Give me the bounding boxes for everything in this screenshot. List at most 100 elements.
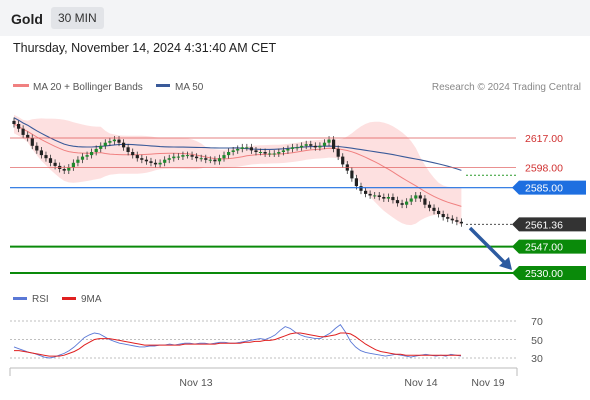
candle-body [386,197,390,199]
candle-body [341,156,345,165]
candle-body [153,162,158,165]
candle-body [290,147,295,149]
support-label: 2530.00 [525,268,563,280]
candle-body [117,139,121,143]
candle-body [190,155,194,157]
candle-body [167,158,171,160]
candle-body [21,128,25,135]
candle-body [126,147,130,152]
candle-body [400,203,404,205]
candle-body [26,134,30,138]
candle-body [172,156,176,159]
candle-body [44,155,48,159]
timeframe-button[interactable]: 30 MIN [51,7,104,29]
candle-body [90,152,94,156]
resistance-label: 2617.00 [525,133,563,145]
candle-body [405,201,409,205]
candle-body [67,167,71,171]
candle-body [35,145,39,151]
candle-body [441,214,445,218]
candle-body [195,156,199,159]
candle-body [213,159,217,162]
candle-body [364,190,368,194]
candle-body [254,150,258,152]
pivot-label: 2585.00 [525,183,563,195]
candle-body [455,220,459,222]
candle-body [300,145,304,148]
candle-body [135,155,139,159]
rsi-plot [10,320,516,359]
rsi-legend-label: RSI [32,294,49,305]
candle-body [76,159,80,163]
candle-body [122,142,126,148]
candle-body [176,156,180,158]
candle-body [304,144,308,146]
candle-body [131,152,135,156]
candle-body [272,153,276,155]
candle-body [354,178,358,187]
candle-body [245,147,249,149]
candle-body [163,159,167,163]
candle-body [409,198,413,202]
candle-body [227,152,231,156]
candle-body [181,155,185,157]
candle-body [17,124,21,129]
candle-body [309,144,313,146]
support-tag [512,239,586,254]
candle-body [450,218,454,221]
candle-body [373,195,377,197]
candle-body [80,156,85,160]
candle-body [427,204,432,208]
candle-body [71,162,75,168]
candle-body [222,155,226,159]
candle-body [249,147,253,151]
rsi-ma-legend-label: 9MA [81,294,102,305]
rsi-line [13,324,462,359]
candle-body [144,159,148,162]
candle-body [350,170,354,179]
candle-body [295,147,299,149]
candle-body [268,153,272,155]
candle-body [185,155,190,157]
x-tick-label: Nov 14 [404,377,437,389]
candle-body [377,195,381,197]
candle-body [263,152,267,154]
candle-body [48,158,53,163]
candle-body [39,150,43,156]
candle-body [359,186,363,191]
candle-body [149,161,153,163]
candle-body [103,142,107,146]
rsi-ma-line [14,332,461,357]
projection-arrow-line [468,226,509,267]
rsi-legend-swatch [13,297,27,300]
candle-body [322,142,327,146]
candle-body [99,145,103,149]
candle-body [327,139,331,143]
candle-body [368,193,372,196]
candle-body [313,145,317,148]
x-tick-label: Nov 13 [179,377,212,389]
resistance-label: 2598.00 [525,162,563,174]
candle-body [217,158,222,162]
ma20-legend-label: MA 20 + Bollinger Bands [33,82,143,93]
ma50-legend-swatch [156,84,170,87]
candle-body [208,159,212,161]
candle-body [85,155,89,157]
candle-body [437,210,441,214]
candle-body [286,148,290,151]
candle-body [382,197,386,199]
price-plot [12,114,463,227]
projection-arrow-head [499,257,512,270]
candle-body [158,162,162,165]
pivot-tag [512,180,586,195]
candle-body [140,158,144,160]
candle-body [459,221,463,224]
bollinger-band [14,114,462,226]
rsi-tick-label: 30 [531,353,543,365]
candle-body [281,150,285,152]
datetime-label: Thursday, November 14, 2024 4:31:40 AM C… [13,41,277,55]
rsi-ma-legend-swatch [62,297,76,300]
candle-body [12,120,16,124]
ma20-legend-swatch [13,84,29,87]
